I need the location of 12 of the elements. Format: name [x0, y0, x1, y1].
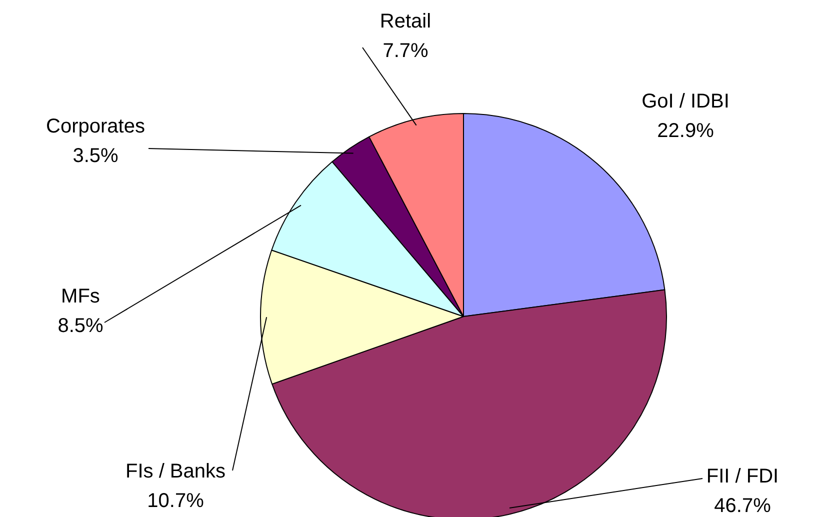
- data-label: 10.7%: [147, 490, 204, 512]
- slice-label: GoI / IDBI: [642, 90, 730, 112]
- slice-label: Corporates: [46, 116, 145, 138]
- data-label: 7.7%: [382, 40, 429, 62]
- data-label: 46.7%: [714, 495, 772, 517]
- data-label: 22.9%: [657, 120, 714, 142]
- slice-label: MFs: [61, 286, 100, 308]
- slice-label: Retail: [380, 10, 432, 32]
- slice-label: FII / FDI: [706, 466, 779, 488]
- data-label: 3.5%: [72, 145, 119, 168]
- data-label: 8.5%: [58, 315, 104, 338]
- slice-label: FIs / Banks: [125, 460, 226, 482]
